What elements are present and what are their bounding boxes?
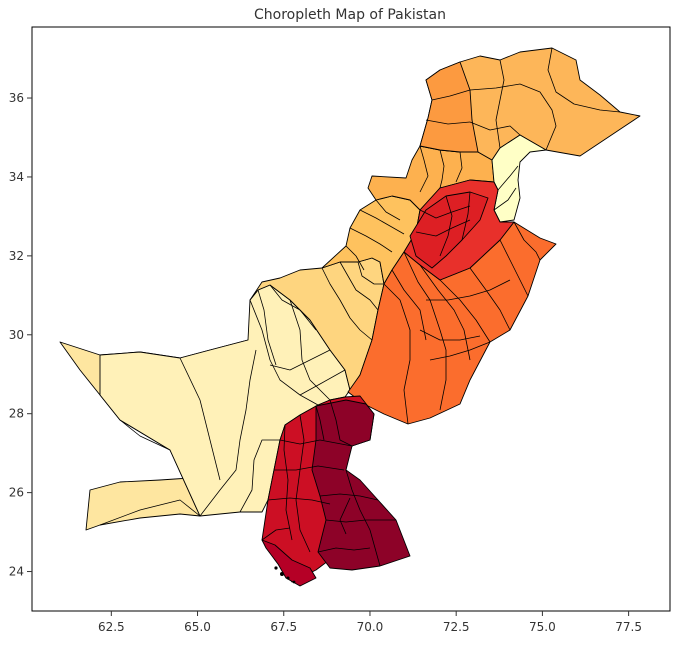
district-border (279, 439, 353, 447)
district-border (513, 221, 541, 261)
x-tick-label: 77.5 (615, 620, 642, 634)
district-border (329, 399, 353, 447)
district-border (383, 283, 411, 425)
district-border (339, 497, 351, 535)
x-tick-label: 67.5 (270, 620, 297, 634)
district-border (455, 151, 463, 183)
delta-island (280, 572, 284, 576)
district-border (315, 405, 325, 441)
district-border (299, 369, 346, 396)
district-border (325, 519, 396, 523)
y-tick-label: 26 (9, 486, 24, 500)
district-border (239, 439, 280, 513)
district-border (199, 349, 257, 517)
district-border (429, 341, 491, 361)
y-tick-label: 34 (9, 170, 24, 184)
district-border (357, 261, 384, 285)
x-tick-label: 70.0 (357, 620, 384, 634)
y-tick-label: 30 (9, 328, 24, 342)
district-border (269, 284, 317, 331)
district-border (547, 47, 621, 113)
district-border (339, 261, 379, 311)
y-tick-label: 32 (9, 249, 24, 263)
axes-frame (31, 26, 671, 612)
y-axis: 24 26 28 30 32 34 36 (9, 91, 32, 579)
district-border (349, 227, 393, 253)
district-border (321, 267, 373, 341)
district-border (403, 251, 447, 411)
district-border (249, 299, 319, 406)
regions-layer (59, 47, 641, 587)
district-border (419, 264, 471, 361)
district-border (119, 419, 171, 451)
district-border (269, 349, 331, 371)
district-borders (99, 47, 621, 584)
district-border (267, 497, 331, 505)
district-border (391, 269, 427, 341)
district-border (419, 329, 481, 341)
district-border (274, 465, 345, 471)
district-border (469, 83, 557, 151)
district-border (359, 209, 405, 235)
district-border (439, 279, 491, 343)
district-border (469, 267, 511, 331)
region-sindh-east (311, 399, 411, 571)
district-border (295, 414, 311, 553)
district-border (345, 469, 381, 567)
district-border (415, 219, 471, 237)
region-balochistan-east (99, 284, 351, 517)
district-border (439, 149, 445, 189)
region-kashmir (491, 134, 547, 223)
x-tick-label: 62.5 (98, 620, 125, 634)
district-border (257, 289, 277, 366)
y-tick-label: 36 (9, 91, 24, 105)
district-border (319, 493, 379, 501)
x-tick-label: 65.0 (184, 620, 211, 634)
district-border (499, 239, 529, 297)
district-border (431, 89, 471, 101)
district-border (493, 187, 517, 211)
chart-title: Choropleth Map of Pakistan (254, 7, 446, 23)
y-tick-label: 28 (9, 407, 24, 421)
district-border (419, 205, 471, 219)
delta-island (292, 580, 296, 584)
district-border (283, 424, 293, 541)
district-border (261, 527, 291, 541)
district-border (439, 195, 453, 257)
delta-island (286, 576, 290, 580)
y-tick-label: 24 (9, 565, 24, 579)
district-border (469, 121, 521, 136)
district-border (419, 145, 429, 193)
district-border (426, 279, 511, 301)
x-tick-label: 72.5 (443, 620, 470, 634)
district-border (495, 59, 505, 149)
district-border (375, 199, 401, 221)
region-gb-west (419, 61, 479, 153)
district-border (345, 245, 365, 271)
district-border (289, 299, 331, 401)
delta-island (274, 566, 278, 570)
district-border (179, 357, 221, 481)
district-border (461, 191, 471, 241)
x-axis: 62.5 65.0 67.5 70.0 72.5 75.0 77.5 (98, 611, 642, 634)
district-border (425, 119, 471, 125)
district-border (99, 499, 201, 526)
district-border (317, 547, 371, 553)
x-tick-label: 75.0 (529, 620, 556, 634)
district-border (497, 165, 519, 191)
region-sindh-south (261, 539, 317, 587)
